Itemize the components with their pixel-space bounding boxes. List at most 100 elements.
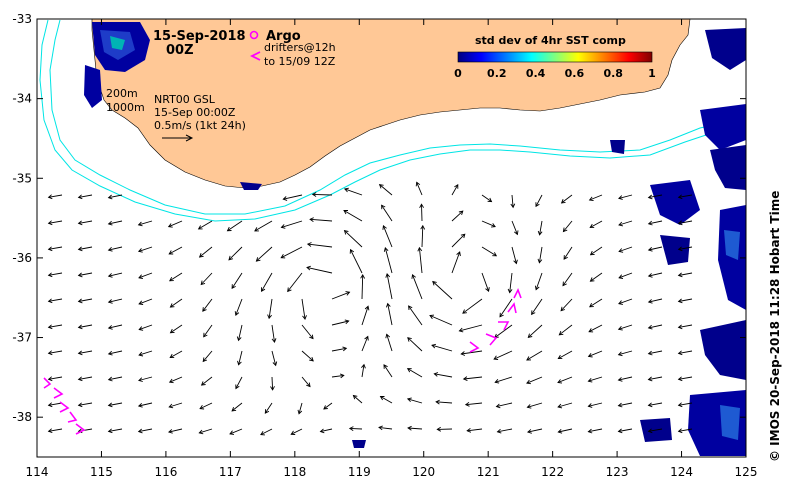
current-arrow: [678, 272, 693, 276]
current-arrow: [48, 350, 63, 354]
current-arrow: [496, 402, 513, 408]
current-arrow: [138, 376, 153, 381]
current-arrow-head: [47, 246, 53, 252]
x-tick-label: 122: [541, 465, 564, 479]
current-arrow: [526, 376, 543, 384]
current-arrow-head: [229, 430, 235, 435]
current-arrow-head: [306, 265, 311, 271]
current-arrow-head: [587, 377, 593, 383]
current-arrow: [108, 402, 123, 406]
current-arrow: [344, 188, 363, 196]
current-arrow: [78, 220, 93, 224]
current-arrow: [48, 298, 63, 302]
current-arrow: [307, 243, 333, 248]
current-arrow-head: [345, 291, 351, 296]
current-arrow: [320, 428, 333, 433]
current-arrow-head: [47, 194, 53, 200]
current-arrow: [168, 428, 183, 433]
current-arrow-head: [343, 210, 348, 215]
current-arrow: [139, 324, 153, 331]
current-arrow-head: [588, 328, 594, 333]
current-arrow-head: [309, 356, 314, 362]
current-arrow: [407, 368, 423, 378]
current-arrow-head: [271, 338, 277, 343]
current-arrow-head: [494, 378, 500, 384]
current-arrow: [168, 246, 183, 255]
current-arrow-head: [169, 303, 175, 308]
current-arrow: [509, 272, 513, 293]
current-arrow-head: [107, 325, 113, 330]
current-arrow-head: [460, 351, 466, 356]
current-arrow-head: [309, 334, 314, 340]
current-arrow-head: [407, 425, 412, 431]
current-arrow-head: [107, 194, 113, 200]
current-arrow: [301, 376, 311, 387]
current-arrow: [231, 402, 243, 412]
current-arrow: [361, 336, 369, 352]
current-arrow: [588, 324, 603, 333]
current-arrow-head: [339, 373, 345, 379]
current-arrow: [407, 398, 423, 404]
current-legend-model: NRT00 GSL: [154, 93, 216, 106]
x-tick-label: 124: [670, 465, 693, 479]
current-arrow: [481, 194, 492, 202]
current-arrow: [558, 428, 573, 433]
current-arrow: [379, 184, 393, 196]
drifter-marker-icon: [249, 51, 261, 61]
current-arrow: [349, 427, 363, 430]
current-arrow: [648, 402, 663, 406]
current-arrow-head: [282, 196, 288, 201]
current-arrow: [331, 347, 347, 352]
colorbar: [457, 51, 653, 63]
current-arrow-head: [137, 248, 143, 253]
current-arrow-head: [462, 376, 468, 382]
current-arrow-head: [647, 299, 653, 304]
current-arrow: [527, 324, 543, 338]
x-tick-label: 114: [26, 465, 49, 479]
current-arrow: [170, 324, 183, 334]
current-arrow-head: [231, 407, 237, 412]
current-arrow: [199, 246, 213, 258]
current-arrow: [527, 428, 543, 433]
current-arrow-head: [348, 426, 354, 431]
current-arrow-head: [77, 376, 83, 382]
current-arrow-head: [197, 225, 203, 230]
current-arrow: [563, 220, 573, 232]
current-arrow-head: [618, 195, 623, 200]
y-tick-label: -33: [12, 12, 32, 26]
current-arrow-head: [361, 363, 366, 369]
current-arrow-head: [563, 255, 568, 260]
colorbar-tick-label: 1: [648, 67, 656, 80]
current-arrow-head: [137, 221, 143, 227]
current-arrow-head: [537, 230, 543, 236]
current-arrow: [494, 324, 513, 338]
current-arrow-head: [647, 350, 653, 356]
current-arrow: [238, 350, 243, 365]
current-arrow-head: [407, 337, 412, 342]
current-arrow: [618, 220, 633, 226]
current-arrow-head: [417, 246, 423, 252]
current-arrow: [138, 272, 153, 279]
current-arrow-head: [267, 314, 272, 320]
current-arrow-head: [587, 353, 593, 358]
current-arrow: [235, 298, 243, 316]
current-arrow-head: [47, 402, 53, 408]
sst-stddev-patches: [84, 22, 746, 456]
current-arrow-head: [677, 428, 683, 434]
current-vectors: [47, 181, 693, 436]
current-arrow-head: [462, 309, 467, 314]
current-arrow-head: [408, 305, 413, 311]
current-arrow: [618, 298, 633, 305]
current-arrow: [264, 402, 273, 414]
current-arrow: [229, 428, 243, 435]
current-arrow-head: [261, 287, 266, 292]
current-arrow-head: [138, 274, 143, 279]
current-arrow: [451, 184, 459, 196]
current-arrow: [170, 298, 183, 308]
x-tick-label: 116: [154, 465, 177, 479]
current-arrow: [618, 402, 633, 407]
current-arrow-head: [47, 272, 53, 278]
current-arrow: [590, 272, 603, 282]
current-arrow: [138, 428, 153, 433]
current-arrow: [48, 428, 63, 432]
